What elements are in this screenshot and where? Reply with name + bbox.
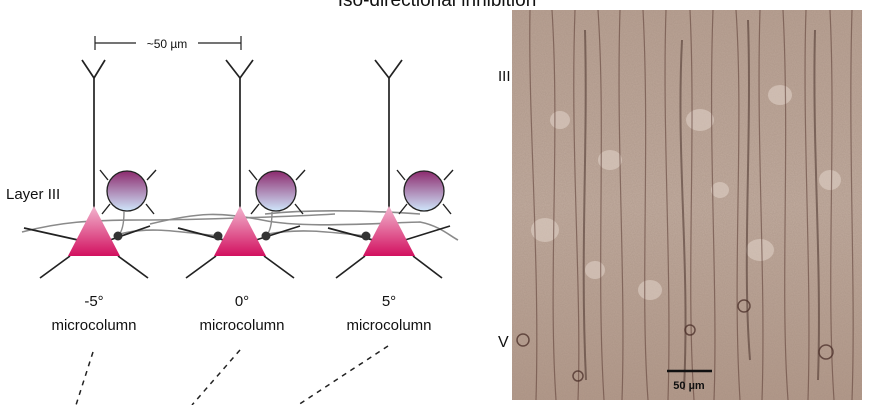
micrograph-scale-label: 50 µm — [673, 380, 705, 392]
micrograph: 50 µm — [512, 9, 862, 401]
pyramidal-neuron — [363, 206, 415, 256]
column-name-label: microcolumn — [51, 317, 136, 334]
column-0 — [177, 59, 306, 279]
scale-bar-schematic — [94, 36, 242, 50]
pyramidal-neuron — [214, 206, 266, 256]
figure-title: Iso-directional inhibition — [338, 0, 537, 11]
schematic: ~50 µm — [6, 36, 459, 405]
axons — [21, 210, 459, 241]
column-angle-label: 5° — [382, 293, 396, 310]
projection-lines — [75, 345, 389, 405]
synapse — [361, 231, 371, 241]
interneuron — [106, 170, 148, 212]
pyramidal-neuron — [68, 206, 120, 256]
synapse — [261, 231, 271, 241]
interneuron — [403, 170, 445, 212]
column-minus-5 — [23, 59, 157, 279]
scale-label: ~50 µm — [147, 37, 188, 51]
column-name-label: microcolumn — [199, 317, 284, 334]
layer-v-label: V — [498, 334, 509, 351]
column-angle-label: -5° — [84, 293, 103, 310]
interneuron — [255, 170, 297, 212]
column-angle-label: 0° — [235, 293, 249, 310]
column-name-label: microcolumn — [346, 317, 431, 334]
layer-iii-label: III — [498, 68, 511, 85]
column-plus-5 — [327, 59, 454, 279]
layer-label: Layer III — [6, 186, 60, 203]
synapse — [113, 231, 123, 241]
synapse — [213, 231, 223, 241]
